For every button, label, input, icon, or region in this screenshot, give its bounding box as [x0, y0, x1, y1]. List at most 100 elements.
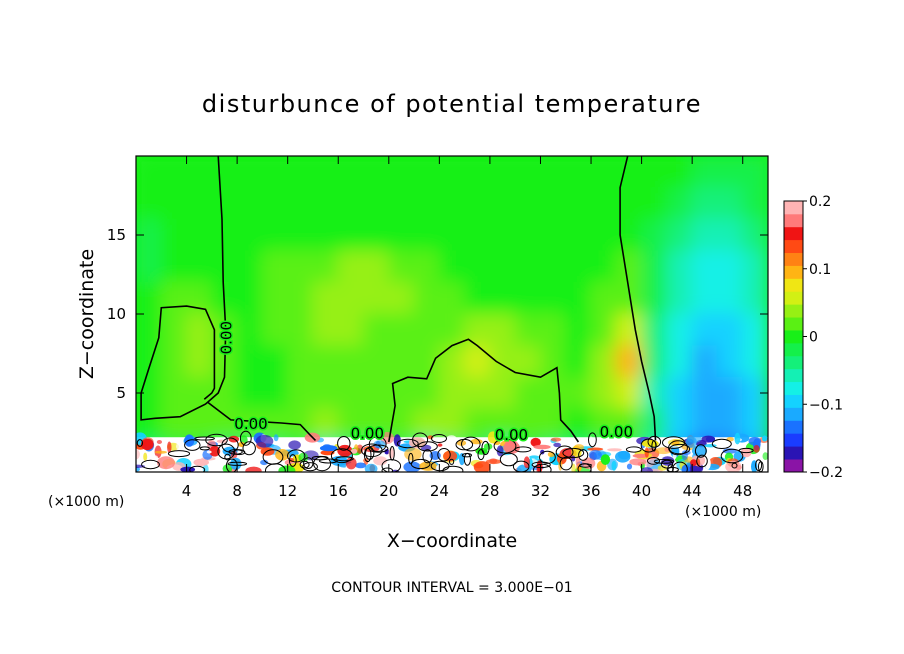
field-cell — [186, 376, 213, 410]
x-unit-right: (×1000 m) — [685, 504, 761, 520]
colorbar: 0.2 0.1 0 −0.1 −0.2 — [783, 194, 843, 481]
field-cell — [514, 313, 541, 347]
field-cell — [666, 218, 693, 252]
field-cell — [337, 345, 365, 378]
field-cell — [742, 313, 768, 347]
x-tick-label: 16 — [329, 482, 348, 500]
field-cell — [691, 313, 718, 347]
field-cell — [261, 187, 289, 220]
field-cell — [413, 281, 440, 315]
field-cell — [337, 156, 365, 189]
field-cell — [186, 345, 213, 378]
field-cell — [337, 408, 365, 441]
field-cell — [438, 345, 466, 378]
field-cell — [464, 187, 491, 220]
contour-label: 0.00 — [218, 321, 236, 354]
field-cell — [742, 345, 768, 378]
field-cell — [489, 376, 516, 410]
x-tick-label: 40 — [632, 482, 651, 500]
x-tick-label: 12 — [278, 482, 297, 500]
field-cell — [590, 250, 617, 283]
field-cell — [742, 281, 768, 315]
field-cell — [666, 313, 693, 347]
field-cell — [388, 250, 415, 283]
field-cell — [438, 187, 466, 220]
field-cell — [666, 345, 693, 378]
field-cell — [691, 218, 718, 252]
field-cell — [590, 156, 617, 189]
colorbar-swatch — [784, 394, 803, 408]
field-cell — [539, 345, 567, 378]
y-axis: 5 10 15 — [107, 226, 768, 402]
field-cell — [716, 281, 744, 315]
field-cell — [716, 156, 744, 189]
field-cell — [539, 408, 567, 441]
field-cell — [337, 187, 365, 220]
field-cell — [716, 376, 744, 410]
field-cell — [160, 156, 188, 189]
colorbar-swatch — [784, 226, 803, 241]
field-cell — [742, 250, 768, 283]
field-cell — [211, 376, 238, 410]
field-cell — [514, 250, 541, 283]
field-cell — [565, 313, 592, 347]
field-cell — [160, 313, 188, 347]
field-cell — [514, 281, 541, 315]
field-cell — [236, 376, 263, 410]
field-cell — [211, 408, 238, 441]
x-tick-label: 8 — [232, 482, 242, 500]
field-cell — [363, 376, 390, 410]
field-cell — [261, 376, 289, 410]
field-cell — [236, 313, 263, 347]
field-cell — [388, 218, 415, 252]
field-cell — [666, 376, 693, 410]
field-cell — [666, 281, 693, 315]
field-cell — [236, 345, 263, 378]
field-cell — [160, 250, 188, 283]
field-cell — [565, 408, 592, 441]
colorbar-swatch — [784, 252, 803, 266]
field-cell — [363, 156, 390, 189]
field-cell — [565, 345, 592, 378]
field-cell — [388, 187, 415, 220]
field-cell — [565, 376, 592, 410]
contour-label: 0.00 — [351, 425, 384, 443]
field-cell — [136, 187, 162, 220]
field-cell — [413, 218, 440, 252]
colorbar-swatch — [784, 317, 803, 331]
colorbar-swatch — [784, 368, 803, 383]
field-cell — [136, 281, 162, 315]
colorbar-swatch — [784, 213, 803, 228]
colorbar-swatch — [784, 342, 803, 357]
field-cell — [641, 313, 668, 347]
field-cell — [363, 218, 390, 252]
field-cell — [514, 345, 541, 378]
colorbar-swatch — [784, 407, 803, 421]
x-tick-label: 48 — [733, 482, 752, 500]
field-cell — [464, 218, 491, 252]
field-cell — [539, 218, 567, 252]
field-cell — [615, 250, 643, 283]
x-tick-label: 32 — [531, 482, 550, 500]
colorbar-tick-label: −0.2 — [809, 465, 843, 481]
colorbar-swatch — [784, 355, 803, 370]
field-cell — [514, 376, 541, 410]
field-cell — [464, 156, 491, 189]
field-cell — [438, 218, 466, 252]
field-cell — [539, 281, 567, 315]
field-cell — [136, 250, 162, 283]
field-cell — [691, 345, 718, 378]
field-layer — [136, 156, 768, 472]
field-cell — [590, 376, 617, 410]
y-tick-label: 15 — [107, 226, 126, 244]
field-cell — [489, 345, 516, 378]
field-cell — [464, 376, 491, 410]
field-cell — [691, 376, 718, 410]
field-cell — [742, 156, 768, 189]
field-cell — [337, 250, 365, 283]
field-cell — [464, 250, 491, 283]
field-cell — [363, 281, 390, 315]
field-cell — [186, 250, 213, 283]
field-cell — [236, 187, 263, 220]
field-cell — [565, 250, 592, 283]
